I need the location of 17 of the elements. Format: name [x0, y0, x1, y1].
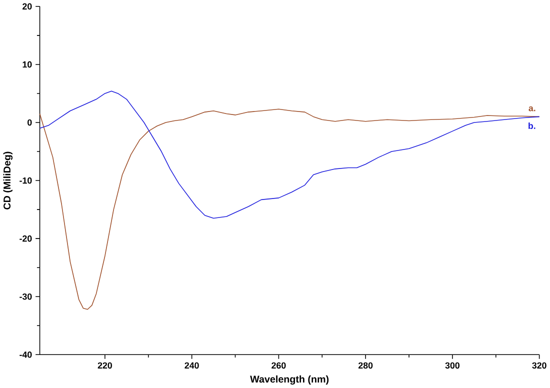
y-tick-label: -30 [20, 294, 32, 300]
series-label: a. [528, 106, 536, 112]
y-tick-label: 20 [22, 3, 32, 10]
x-axis-title: Wavelength (nm) [250, 375, 329, 385]
x-tick-label: 300 [445, 362, 460, 369]
y-tick-label: -10 [20, 177, 32, 184]
series-label: b. [528, 122, 536, 130]
y-tick-label: -20 [20, 235, 32, 242]
x-tick-label: 260 [272, 362, 286, 369]
x-tick-label: 320 [532, 362, 546, 369]
y-axis-title: CD (MiliDeg) [3, 152, 13, 210]
x-tick-label: 280 [358, 362, 373, 369]
y-tick-label: -40 [20, 352, 32, 358]
x-tick-label: 240 [184, 362, 199, 369]
y-tick-label: 10 [22, 61, 32, 68]
y-tick-label: 0 [28, 119, 32, 126]
x-tick-label: 220 [98, 362, 112, 369]
